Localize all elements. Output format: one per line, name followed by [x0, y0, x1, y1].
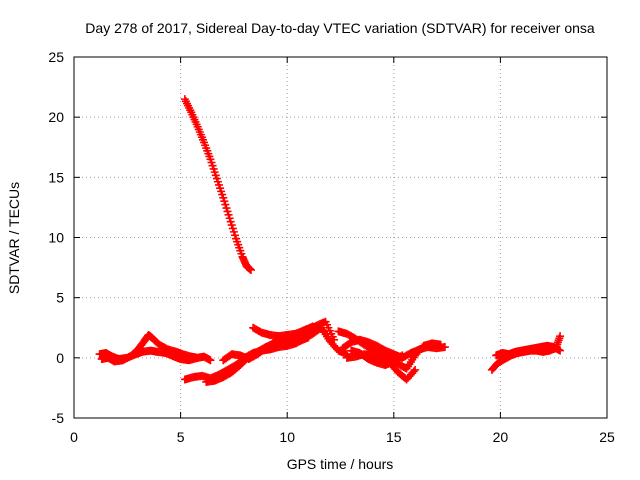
data-series	[95, 95, 565, 386]
x-tick-label: 20	[493, 429, 509, 445]
series-arc-3d	[249, 322, 317, 341]
data-point	[193, 353, 202, 362]
data-point	[440, 343, 449, 352]
series-arc-3c	[219, 333, 313, 365]
data-point	[556, 346, 565, 355]
chart-title: Day 278 of 2017, Sidereal Day-to-day VTE…	[85, 20, 595, 36]
y-tick-label: -5	[52, 410, 65, 426]
y-tick-label: 10	[48, 230, 64, 246]
x-axis-label: GPS time / hours	[287, 456, 394, 472]
series-arc-4d	[347, 346, 407, 370]
x-tick-label: 15	[386, 429, 402, 445]
x-tick-label: 10	[279, 429, 295, 445]
series-arc-1b	[97, 330, 202, 366]
series-arc-2	[180, 95, 255, 274]
grid	[74, 57, 607, 418]
y-tick-label: 0	[56, 350, 64, 366]
data-point	[330, 335, 339, 344]
data-point	[308, 322, 317, 331]
data-point	[304, 333, 313, 342]
data-point	[206, 356, 215, 365]
plot-frame	[73, 56, 608, 419]
y-tick-label: 20	[48, 109, 64, 125]
series-arc-4b	[338, 335, 449, 362]
series-arc-5b	[492, 341, 565, 360]
x-tick-label: 0	[70, 429, 78, 445]
axis-ticks: 0 5 10 15 20 25 -5 0 5 10 15 20 25	[48, 49, 615, 445]
data-point	[396, 352, 405, 361]
x-tick-label: 5	[177, 429, 185, 445]
y-axis-label: SDTVAR / TECUs	[6, 182, 22, 294]
data-point	[411, 365, 420, 374]
data-point	[246, 265, 255, 274]
data-point	[398, 351, 407, 360]
data-point	[409, 367, 418, 376]
x-tick-label: 25	[599, 429, 615, 445]
y-tick-label: 5	[56, 290, 64, 306]
y-tick-label: 15	[48, 169, 64, 185]
y-tick-label: 25	[48, 49, 64, 65]
data-point	[556, 332, 565, 341]
